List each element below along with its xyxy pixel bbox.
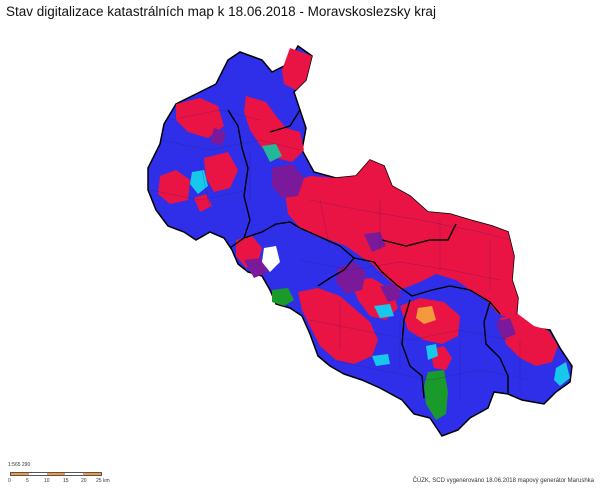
white-area: [262, 246, 280, 272]
scale-bar-graphic: [10, 472, 102, 476]
scale-segment: [47, 473, 65, 475]
municipality-lines: [149, 109, 531, 400]
scale-segment: [65, 473, 83, 475]
map-title: Stav digitalizace katastrálních map k 18…: [6, 4, 436, 19]
district-boundaries: [227, 109, 509, 399]
scale-segment: [11, 473, 29, 475]
scale-bar: 1:565 290 0 5 10 15 20 25 km: [4, 462, 114, 488]
orange-area: [416, 306, 436, 324]
teal-area: [262, 144, 282, 162]
scale-ratio: 1:565 290: [8, 462, 31, 468]
scale-segment: [83, 473, 101, 475]
scale-tick: 0: [8, 478, 11, 484]
scale-ticks: 0 5 10 15 20 25 km: [8, 478, 112, 486]
scale-segment: [29, 473, 47, 475]
scale-tick: 10: [44, 478, 50, 484]
scale-tick: 5: [26, 478, 29, 484]
green-areas: [272, 288, 448, 420]
scale-tick: 20: [81, 478, 87, 484]
purple-areas: [210, 128, 516, 340]
scale-tick: 15: [63, 478, 69, 484]
map-credit: ČÚZK, SCD vygenerováno 18.06.2018 mapový…: [412, 478, 594, 484]
scale-tick: 25 km: [96, 478, 110, 484]
cyan-areas: [190, 170, 570, 386]
